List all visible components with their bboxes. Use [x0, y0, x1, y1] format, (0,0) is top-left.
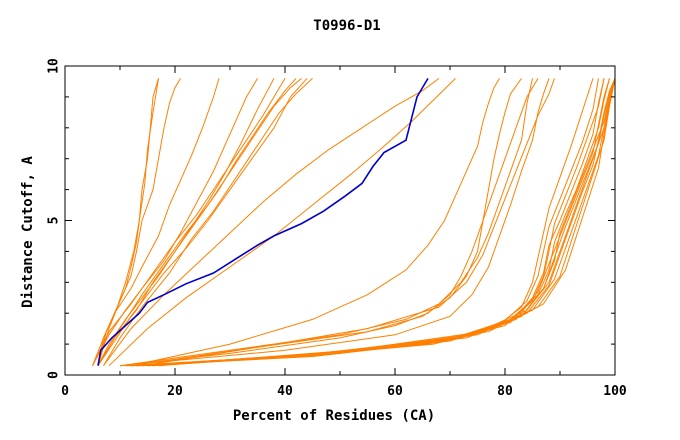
series-line-19 — [141, 78, 555, 367]
series-line-10 — [103, 78, 313, 366]
x-tick-label: 100 — [603, 384, 627, 399]
x-tick-label: 60 — [387, 384, 403, 399]
series-line-14 — [119, 78, 539, 367]
y-tick-label: 10 — [47, 58, 62, 74]
x-tick-label: 40 — [277, 384, 293, 399]
y-tick-label: 0 — [47, 371, 62, 379]
x-tick-label: 80 — [497, 384, 513, 399]
series-line-26 — [141, 78, 616, 367]
chart-title: T0996-D1 — [313, 18, 380, 34]
series-line-27 — [141, 78, 616, 367]
series-line-15 — [119, 78, 533, 367]
x-tick-label: 20 — [167, 384, 183, 399]
series-line-17 — [119, 78, 550, 367]
series-line-4 — [92, 78, 220, 366]
series-line-28 — [147, 78, 616, 367]
x-axis-label: Percent of Residues (CA) — [233, 408, 435, 424]
series-line-32 — [158, 78, 616, 367]
plot-area — [92, 77, 616, 367]
series-line-16 — [130, 78, 522, 367]
series-line-7 — [92, 78, 258, 366]
series-line-11 — [97, 78, 302, 366]
series-line-29 — [147, 78, 616, 367]
series-line-25 — [136, 78, 610, 367]
y-tick-label: 5 — [47, 217, 62, 225]
series-line-22 — [130, 78, 605, 367]
y-axis-label: Distance Cutoff, A — [20, 156, 36, 308]
series-line-3 — [97, 78, 181, 366]
series-line-9 — [92, 78, 286, 366]
series-line-30 — [152, 78, 616, 367]
series-line-23 — [130, 78, 605, 367]
highlight-series-line — [97, 77, 429, 366]
x-tick-label: 0 — [61, 384, 69, 399]
series-line-13 — [108, 78, 456, 367]
series-line-31 — [152, 78, 616, 367]
series-line-24 — [136, 78, 610, 367]
series-line-12 — [103, 77, 440, 366]
series-line-18 — [130, 78, 500, 367]
axis-ticks: 0 20 40 60 80 100 0 5 10 — [47, 58, 627, 399]
